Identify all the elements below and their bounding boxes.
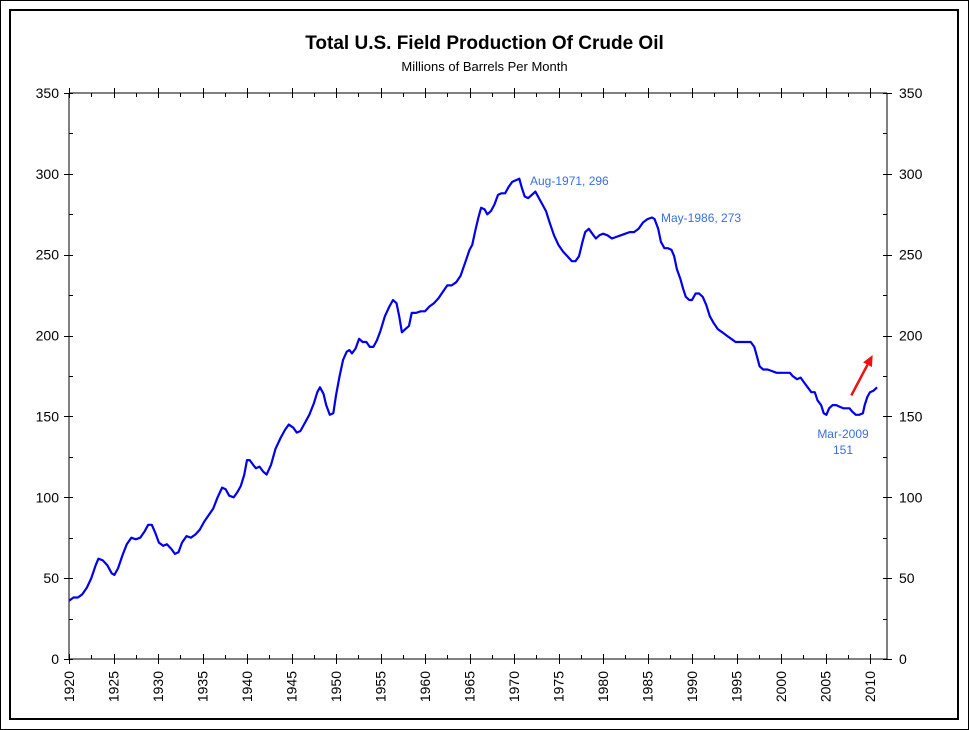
x-tick-label: 1920 [61,671,77,702]
y-tick-label-left: 100 [36,489,60,505]
x-tick-label: 1970 [506,671,522,702]
y-tick-label-left: 200 [36,328,60,344]
y-tick-label-right: 150 [899,408,923,424]
x-tick-label: 1945 [284,671,300,702]
x-tick-label: 1955 [373,671,389,702]
y-tick-label-right: 100 [899,489,923,505]
y-tick-label-right: 50 [899,570,915,586]
annotation-peak-1986: May-1986, 273 [661,211,741,225]
x-tick-label: 1975 [551,671,567,702]
annotation-peak-1971: Aug-1971, 296 [530,174,609,188]
chart-subtitle: Millions of Barrels Per Month [401,59,568,74]
tick-marks [64,88,892,664]
y-tick-label-left: 150 [36,408,60,424]
annotation-trough-2009-line2: 151 [833,443,853,457]
chart-title: Total U.S. Field Production Of Crude Oil [305,33,664,54]
series-group [68,177,878,602]
x-tick-label: 1995 [729,671,745,702]
x-tick-label: 2010 [862,671,878,702]
series-line [68,177,878,602]
x-tick-label: 1925 [106,671,122,702]
y-tick-label-right: 0 [899,651,907,667]
x-tick-label: 2005 [818,671,834,702]
y-tick-label-left: 0 [51,651,59,667]
x-tick-label: 1935 [195,671,211,702]
x-tick-label: 1965 [462,671,478,702]
y-tick-label-right: 200 [899,328,923,344]
y-tick-label-right: 300 [899,166,923,182]
annotations: Aug-1971, 296 May-1986, 273 Mar-2009 151 [530,174,869,457]
x-tick-label: 1990 [684,671,700,702]
x-tick-label: 1950 [328,671,344,702]
y-tick-label-left: 50 [43,570,59,586]
annotation-trough-2009-line1: Mar-2009 [817,427,869,441]
x-tick-label: 2000 [773,671,789,702]
x-tick-label: 1980 [595,671,611,702]
trend-arrow-group [850,354,873,396]
tick-labels: 0 0 50 50 100 100 150 150 200 200 250 250 300 300 350 3… [36,85,923,702]
y-tick-label-left: 300 [36,166,60,182]
chart-frame-inner [9,9,959,720]
y-tick-label-right: 350 [899,85,923,101]
y-tick-label-left: 350 [36,85,60,101]
x-tick-label: 1930 [150,671,166,702]
y-tick-label-left: 250 [36,247,60,263]
x-tick-label: 1940 [239,671,255,702]
y-tick-label-right: 250 [899,247,923,263]
trend-arrow-head [863,354,873,368]
trend-arrow-shaft [850,364,869,396]
axes [68,92,888,660]
x-tick-label: 1985 [640,671,656,702]
x-tick-label: 1960 [417,671,433,702]
